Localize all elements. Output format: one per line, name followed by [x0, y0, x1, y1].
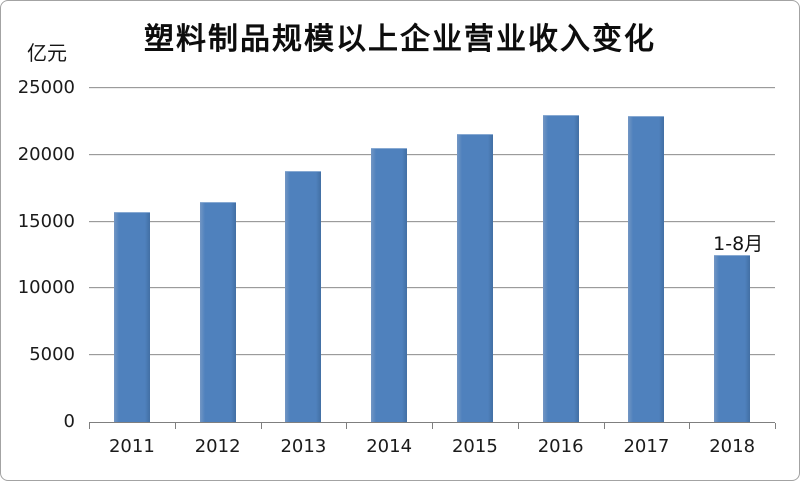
- bar-2018: [714, 255, 751, 422]
- category-column-2018: 1-8月: [689, 88, 775, 422]
- y-tick-label-5000: 5000: [29, 344, 75, 366]
- y-axis-unit-label: 亿元: [27, 41, 67, 65]
- gridline-5000: [89, 354, 775, 356]
- x-axis-tick-2011: [89, 423, 175, 429]
- x-axis-labels: 2011 2012 2013 2014 2015 2016 2017 2018: [89, 435, 775, 459]
- y-tick-label-15000: 15000: [17, 210, 75, 232]
- x-axis-tick-2018: [689, 423, 775, 429]
- x-axis-tick-2017: [603, 423, 690, 429]
- y-axis-labels: 0 5000 10000 15000 20000 25000: [1, 77, 79, 432]
- x-tick-label-2012: 2012: [194, 436, 241, 457]
- y-tick-label-10000: 10000: [17, 277, 75, 299]
- x-tick-label-2013: 2013: [280, 436, 327, 457]
- bar-2015: [456, 134, 493, 422]
- bar-2016: [542, 115, 579, 422]
- bar-annotation: 1-8月: [713, 233, 764, 256]
- category-column-2014: [346, 88, 432, 422]
- bar-2011: [113, 211, 150, 422]
- gridline-25000: [89, 87, 775, 88]
- category-column-2017: [604, 88, 690, 422]
- x-tick-label-2016: 2016: [537, 436, 584, 457]
- gridline-10000: [89, 287, 775, 289]
- x-tick-label-2017: 2017: [623, 436, 670, 457]
- bar-2012: [199, 201, 236, 422]
- x-axis-tick-2013: [260, 423, 347, 429]
- x-tick-label-2014: 2014: [366, 436, 413, 457]
- bar-series: 1-8月: [89, 88, 775, 422]
- chart-title: 塑料制品规模以上企业营业收入变化: [144, 22, 656, 57]
- category-column-2011: [89, 88, 175, 422]
- y-tick-label-25000: 25000: [17, 77, 75, 98]
- plot-area: 1-8月: [89, 87, 775, 423]
- bar-2017: [628, 116, 665, 422]
- x-axis-ticks: [89, 423, 776, 429]
- y-tick-label-20000: 20000: [17, 143, 75, 165]
- x-tick-label-2018: 2018: [709, 436, 756, 457]
- x-tick-label-2015: 2015: [451, 436, 498, 457]
- x-axis-tick-2014: [346, 423, 432, 429]
- gridline-20000: [89, 153, 775, 155]
- x-tick-label-2011: 2011: [108, 436, 155, 457]
- category-column-2016: [518, 88, 604, 422]
- x-axis-tick-2016: [517, 423, 604, 429]
- category-column-2012: [175, 88, 261, 422]
- gridline-15000: [89, 220, 775, 222]
- y-tick-label-0: 0: [63, 411, 75, 432]
- x-axis-tick-2012: [174, 423, 261, 429]
- bar-2013: [285, 171, 322, 422]
- x-axis-tick-2015: [432, 423, 518, 429]
- bar-2014: [371, 147, 408, 422]
- category-column-2013: [261, 88, 347, 422]
- category-column-2015: [432, 88, 518, 422]
